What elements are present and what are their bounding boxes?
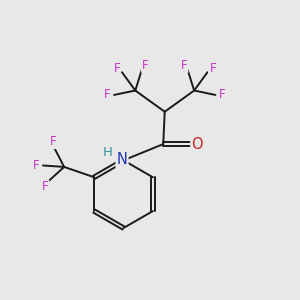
Text: F: F xyxy=(50,135,57,148)
Text: N: N xyxy=(117,152,128,167)
Text: F: F xyxy=(42,181,48,194)
Text: F: F xyxy=(104,88,111,101)
Text: O: O xyxy=(191,136,203,152)
Text: F: F xyxy=(181,59,188,72)
Text: H: H xyxy=(102,146,112,159)
Text: F: F xyxy=(113,62,120,75)
Text: F: F xyxy=(209,62,216,75)
Text: F: F xyxy=(218,88,225,101)
Text: F: F xyxy=(142,59,148,72)
Text: F: F xyxy=(33,159,40,172)
